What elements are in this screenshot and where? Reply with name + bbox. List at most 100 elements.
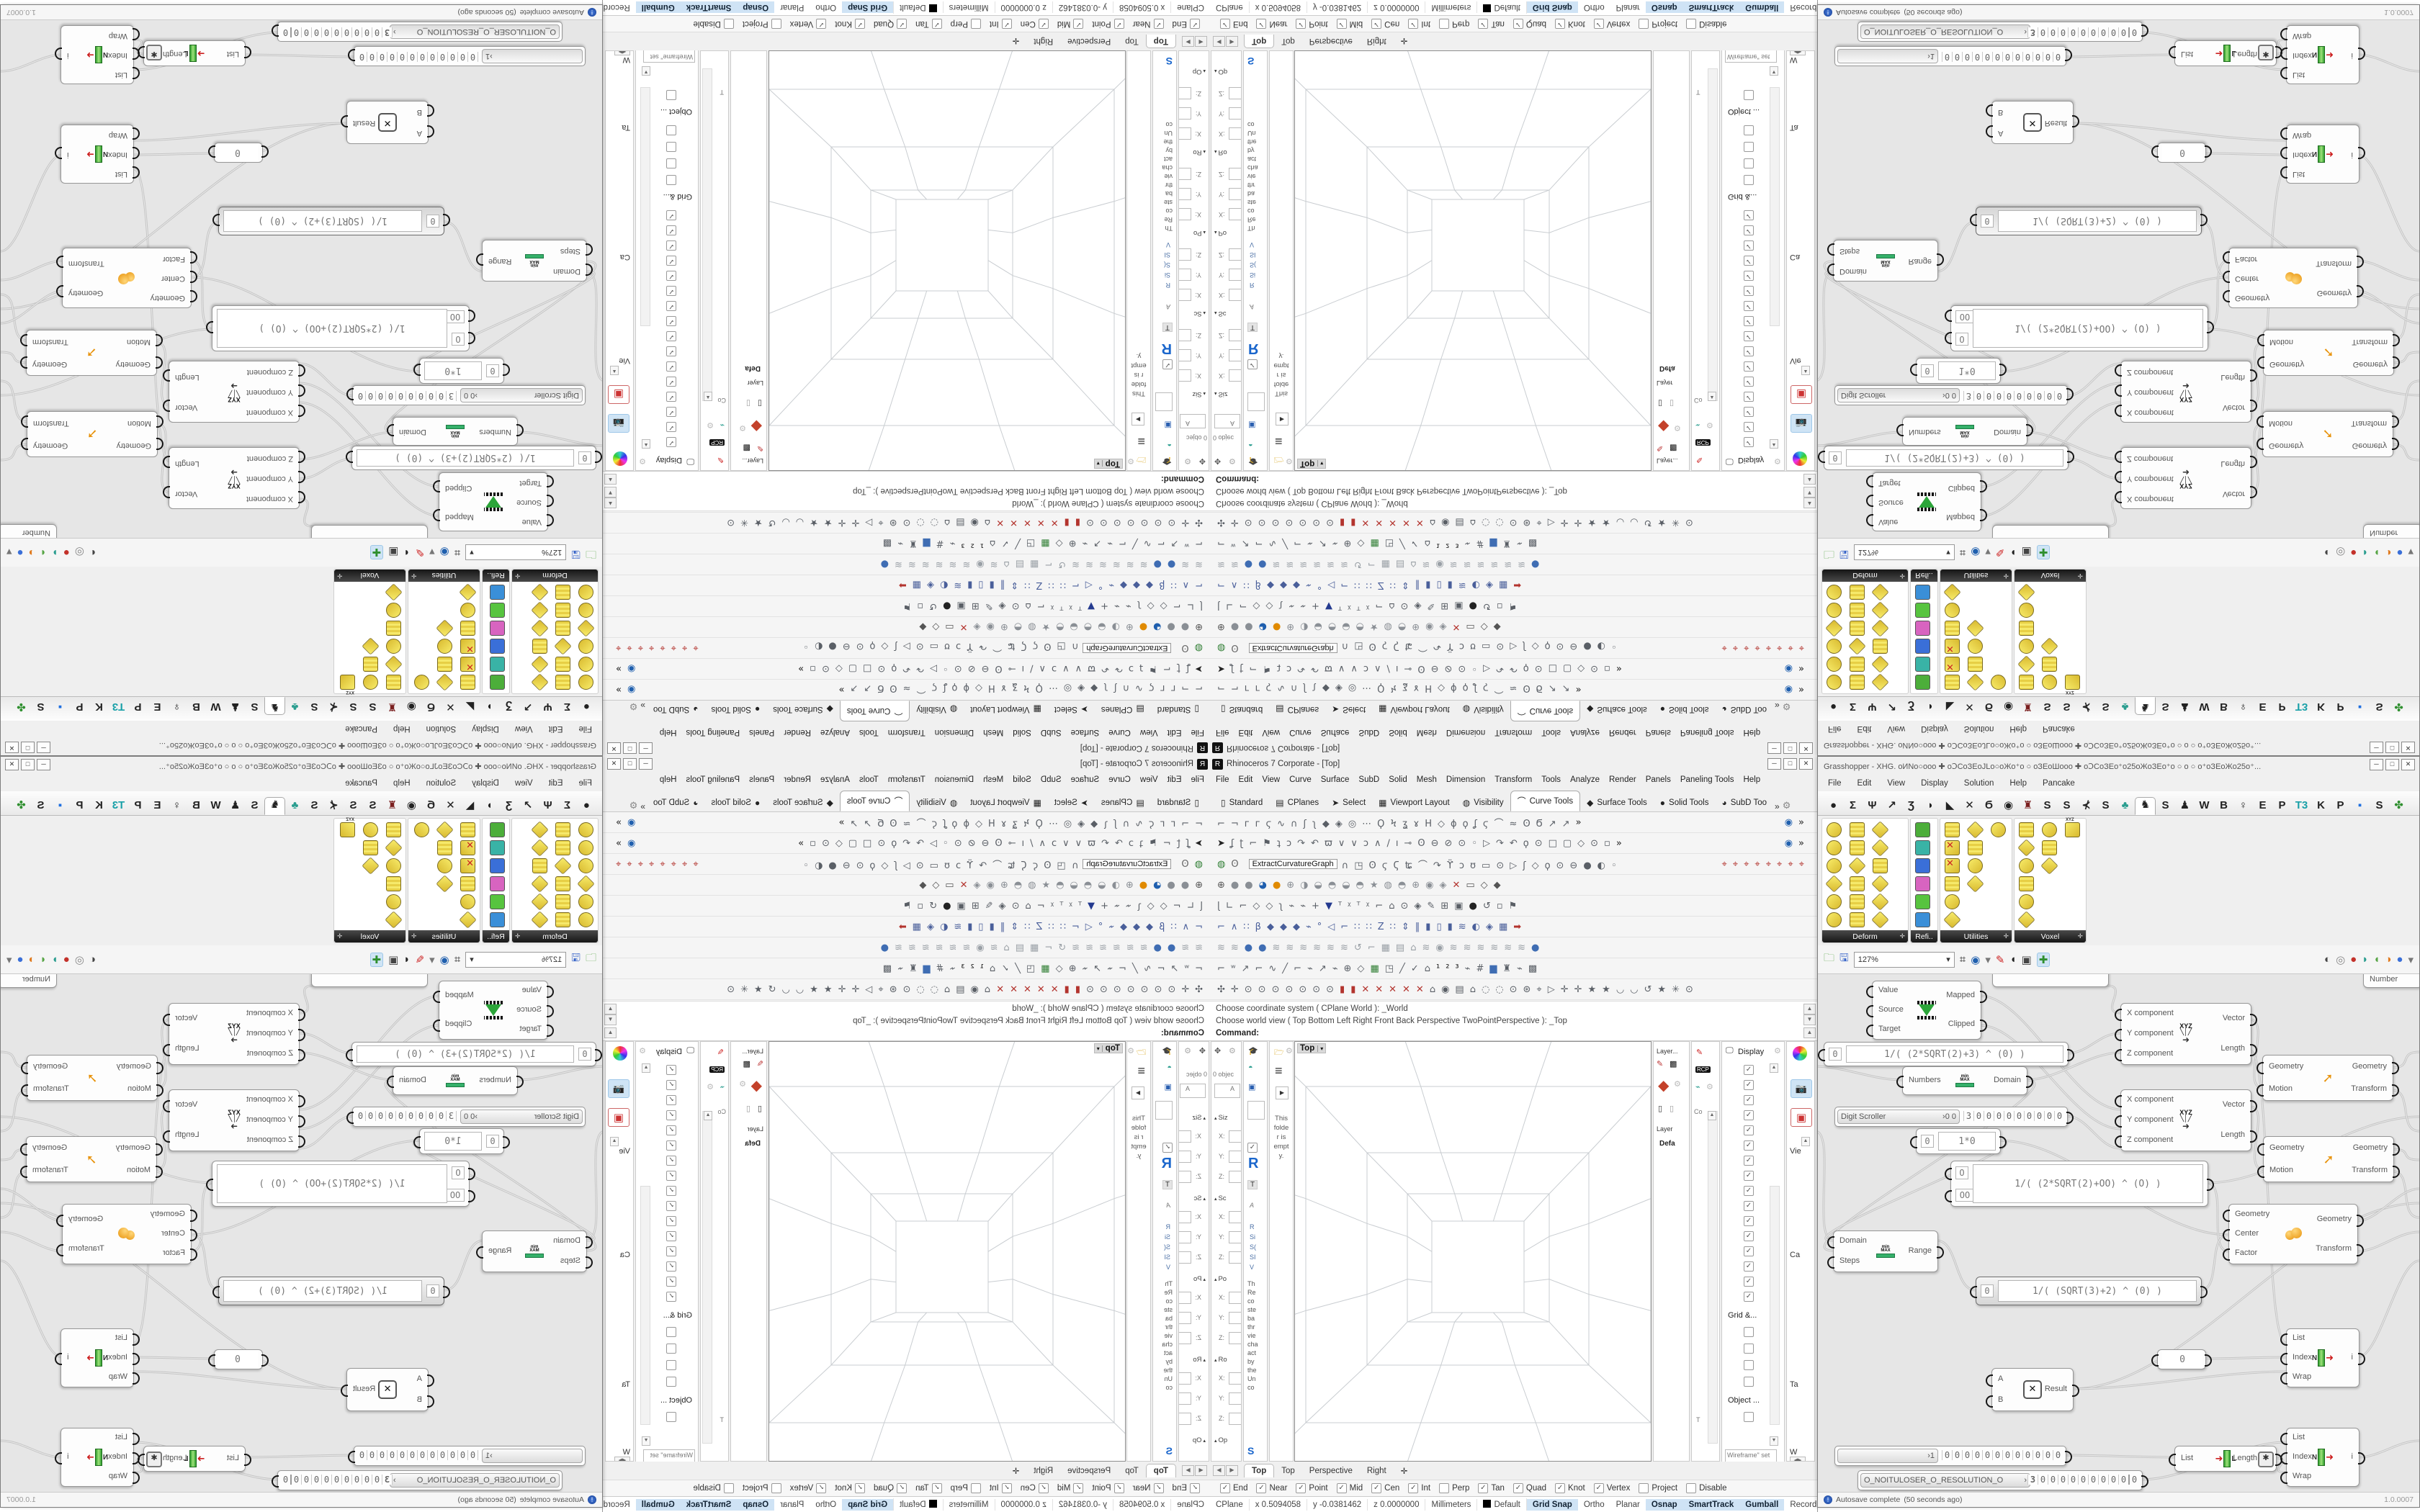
gh-category-tab[interactable]: P xyxy=(76,799,84,811)
checkbox-checked[interactable]: ✓ xyxy=(666,361,676,372)
gh-palette-group-footer[interactable]: Utilities ✛ xyxy=(1940,930,2012,942)
display-checkbox-row[interactable]: ✓ xyxy=(1744,407,1754,417)
display-checkbox-row[interactable]: ✓ xyxy=(666,225,676,235)
checkbox-checked[interactable]: ✓ xyxy=(1113,19,1124,29)
display-checkbox-row[interactable] xyxy=(666,142,676,152)
gh-component-icon[interactable] xyxy=(1850,894,1865,909)
gh-component-icon[interactable] xyxy=(1968,840,1983,855)
output-port[interactable] xyxy=(387,424,394,436)
boxedit-axis-field[interactable] xyxy=(1178,1312,1191,1324)
rhino-menu-item[interactable]: Render xyxy=(784,775,812,784)
rhino-title-bar[interactable]: R Rhinoceros 7 Corporate - [Top] ─ □ ✕ xyxy=(603,740,1210,756)
input-port[interactable] xyxy=(2280,1433,2287,1446)
rhino-toolbar-tab[interactable]: ◕ SubD Too xyxy=(647,701,705,718)
boxedit-axis-field[interactable] xyxy=(1229,349,1242,361)
checkbox-unchecked[interactable] xyxy=(723,19,734,29)
gh-component-icon[interactable] xyxy=(363,675,378,690)
help-link[interactable]: Si xyxy=(1164,1233,1170,1241)
gh-menu-item[interactable]: Display xyxy=(472,779,499,788)
viewport-tab-perspective[interactable]: Perspective xyxy=(1067,1466,1111,1475)
sublayer-icon[interactable]: ▯ xyxy=(745,399,750,408)
gh-zui-button[interactable]: ✱ xyxy=(146,45,162,60)
gh-category-tab[interactable]: ♞ xyxy=(264,697,285,715)
gh-component-icon[interactable] xyxy=(460,639,475,654)
scroll-up-button[interactable]: ▲ xyxy=(1708,392,1716,401)
display-checkbox-row[interactable]: ✓ xyxy=(1744,346,1754,356)
boxedit-axis-field[interactable] xyxy=(1178,1392,1191,1405)
toolbar-icon-group[interactable]: ↺▫⚑ xyxy=(897,600,938,612)
gh-component-icon[interactable] xyxy=(1850,840,1865,855)
output-port[interactable] xyxy=(2141,1475,2148,1488)
gh-palette-group-footer[interactable]: Utilities ✛ xyxy=(408,570,480,582)
toolbar-icon-group[interactable]: ¹²³ xyxy=(1436,963,1465,974)
rhino-toolbar-tab[interactable]: ▦ Viewport Layout xyxy=(1372,701,1456,718)
toolbar-icon-group[interactable]: ✕ xyxy=(1452,879,1466,891)
viewport-capture-button[interactable]: ▣ xyxy=(1791,1108,1812,1127)
gh-palette-group-footer[interactable]: Deform ✛ xyxy=(512,930,598,942)
gh-component-icon[interactable] xyxy=(2042,840,2057,855)
osnap-toggle-cen[interactable]: ✓ Cen xyxy=(1371,1483,1399,1493)
display-panel[interactable]: 🖵 Display ⚙ ▲ ✓ ✓ ✓ ✓ ✓ ✓ ✓ ✓ ✓ ✓ ✓ ✓ ✓ ✓ ✓ ✓ Grid &... Objec… xyxy=(1721,34,1785,471)
rhino-toolbar-row[interactable]: ➤ ʆʈ⌐⚑ʇↄ↷↶ϖ∨∨ↄ∧∕ı⊸ʘ⊖⊘⊙◦▷↷↶ϙ⊙□▢◇⊙▫» ◉» xyxy=(1210,833,1817,854)
help-link[interactable]: V xyxy=(1250,1264,1255,1271)
gh-component-icon[interactable] xyxy=(490,894,505,909)
gh-category-tab[interactable]: ✤ xyxy=(2394,799,2403,811)
rhino-menu-item[interactable]: Surface xyxy=(1070,775,1100,784)
checker-icon[interactable]: ▩ xyxy=(743,444,750,452)
rhino-menu-item[interactable]: File xyxy=(1216,728,1229,737)
toolbar-icon-group[interactable]: ◉ xyxy=(1784,684,1799,696)
display-checkbox-row[interactable] xyxy=(1744,158,1754,168)
command-scroll-up-button[interactable]: ▲ xyxy=(604,474,617,485)
input-port[interactable] xyxy=(2115,1135,2122,1148)
display-blue-icon[interactable]: ● xyxy=(17,953,24,966)
gh-component-icon[interactable] xyxy=(1871,583,1889,601)
new-layer-icon[interactable]: ▯ xyxy=(1658,1104,1663,1113)
rhino-menu-item[interactable]: View xyxy=(1139,728,1158,737)
osnap-toggle-perp[interactable]: Perp xyxy=(951,19,981,29)
command-scroll-up-button[interactable]: ▲ xyxy=(1803,498,1816,508)
gh-menu-item[interactable]: Pancake xyxy=(345,724,377,733)
panel-scrollbar[interactable] xyxy=(1770,1186,1780,1425)
toolbar-icon-group[interactable]: ●● xyxy=(1147,942,1176,953)
gh-node-panel-0[interactable]: 0 xyxy=(2151,1349,2212,1369)
gh-node-range[interactable]: Domain Steps Range min MAX xyxy=(476,240,593,282)
slider-rail[interactable]: O_NOITULOSER_O_RESOLUTION_O › xyxy=(390,1473,560,1488)
gh-component-icon[interactable] xyxy=(1966,821,1984,839)
expression-text[interactable]: 1/( (2*SQRT(2)+OO) ^ (O) ) xyxy=(1973,1164,2203,1203)
display-checkbox-row[interactable]: ✓ xyxy=(666,301,676,311)
output-port[interactable] xyxy=(56,1243,63,1256)
checkbox-checked[interactable]: ✓ xyxy=(1220,19,1230,29)
checkbox-unchecked[interactable] xyxy=(1744,158,1754,168)
toolbar-overflow-chevron[interactable]: » xyxy=(640,701,645,711)
rhino-toolbar-row[interactable]: ✣✛⊙⊙⊙⊙⊙⊙⊙ ▮▮✕✕✕✕✕ ⌂◉▤⌂◌◌⊙⊛⌖▷✛✛★★◡◡↺★✳⊙ xyxy=(1210,512,1817,533)
command-prompt[interactable]: Command: xyxy=(1216,1029,1260,1038)
gh-component-icon[interactable] xyxy=(414,675,429,690)
checkbox-checked[interactable]: ✓ xyxy=(666,407,676,417)
gh-component-icon[interactable] xyxy=(363,822,378,837)
gh-component-icon[interactable] xyxy=(1827,894,1842,909)
properties-section-ta[interactable]: Ta xyxy=(1790,1380,1798,1389)
input-port[interactable] xyxy=(2115,1115,2122,1128)
gh-node-slider-1[interactable]: ›1 0 0 0 0 0 0 0 0 0 0 0 0 xyxy=(348,46,586,66)
help-link[interactable]: Si xyxy=(1164,271,1170,279)
gh-component-icon[interactable] xyxy=(1827,858,1842,873)
gh-category-tab[interactable]: ⊀ xyxy=(329,799,339,811)
display-checkbox-row[interactable] xyxy=(666,1344,676,1354)
rhino-menu-item[interactable]: View xyxy=(1262,728,1281,737)
gh-component-icon[interactable] xyxy=(1945,822,1960,837)
gh-component-icon[interactable] xyxy=(386,675,401,690)
rhino-title-bar[interactable]: R Rhinoceros 7 Corporate - [Top] ─ □ ✕ xyxy=(1210,756,1817,772)
input-port[interactable] xyxy=(2223,1209,2230,1222)
gh-component-icon[interactable] xyxy=(460,675,475,690)
gh-category-tab[interactable]: ♟ xyxy=(230,799,241,811)
input-port[interactable] xyxy=(1827,243,1834,256)
gh-node-list-item-2[interactable]: List Index Wrap i N ➜ xyxy=(2280,1428,2365,1487)
properties-section-w[interactable]: W xyxy=(1790,55,1798,64)
display-checkbox-row[interactable] xyxy=(1744,1327,1754,1337)
boxedit-section-po[interactable]: Po xyxy=(1214,229,1227,237)
help-checkbox[interactable]: ✓ xyxy=(1247,1143,1258,1153)
checkbox-unchecked[interactable] xyxy=(666,125,676,135)
gh-category-tab[interactable]: ● xyxy=(583,701,591,713)
preview-eye-icon[interactable]: ◉ xyxy=(1971,953,1981,966)
